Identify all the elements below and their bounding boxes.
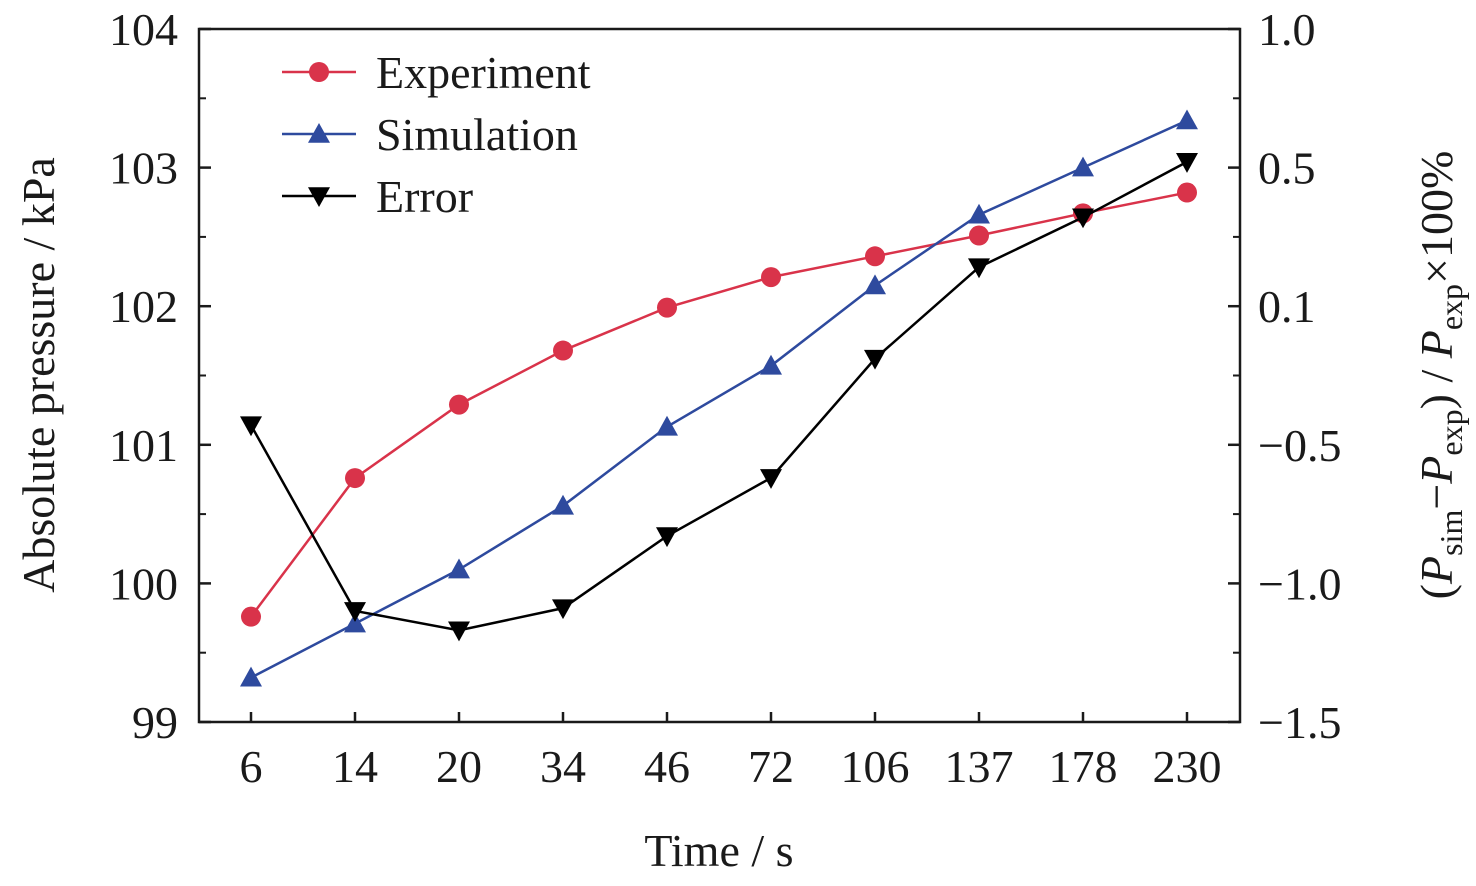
yr-part: ×100% — [1411, 151, 1462, 284]
error-point — [344, 602, 366, 622]
x-tick-label: 14 — [332, 741, 378, 792]
y-right-tick-label: 0.5 — [1258, 143, 1316, 194]
experiment-point — [345, 468, 365, 489]
x-tick-label: 72 — [748, 741, 794, 792]
simulation-point — [864, 274, 886, 295]
x-axis-label: Time / s — [644, 825, 793, 876]
legend: Experiment Simulation Error — [282, 47, 591, 222]
simulation-line — [250, 119, 1188, 679]
simulation-point — [344, 612, 366, 633]
error-point — [240, 416, 262, 437]
error-point — [1176, 153, 1198, 173]
legend-error-label: Error — [376, 171, 473, 222]
error-point — [448, 621, 470, 642]
yr-part: P — [1411, 456, 1462, 485]
experiment-point — [449, 394, 469, 415]
simulation-point — [968, 203, 990, 224]
legend-experiment-label: Experiment — [376, 47, 591, 98]
yr-part: P — [1411, 556, 1462, 585]
y-right-tick-label: 0.1 — [1258, 281, 1316, 332]
x-tick-label: 230 — [1153, 741, 1222, 792]
error-point — [552, 599, 574, 620]
y-axis-label: Absolute pressure / kPa — [13, 157, 64, 593]
yr-part: exp — [1433, 284, 1469, 330]
y-axis-right-label: (Psim−Pexp) / Pexp×100% — [1411, 151, 1469, 600]
experiment-point — [657, 297, 677, 318]
series-group — [240, 109, 1198, 687]
x-tick-label: 6 — [240, 741, 263, 792]
error-point — [656, 527, 678, 548]
simulation-point — [1176, 109, 1198, 130]
simulation-point — [448, 558, 470, 579]
yr-part: − — [1411, 484, 1462, 510]
legend-simulation-label: Simulation — [376, 109, 578, 160]
x-tick-label: 20 — [436, 741, 482, 792]
simulation-point — [552, 494, 574, 515]
x-tick-label: 106 — [841, 741, 910, 792]
yr-part: exp — [1433, 409, 1469, 455]
experiment-point — [761, 267, 781, 288]
y-tick-label: 99 — [132, 697, 178, 748]
error-point — [1072, 208, 1094, 229]
yr-part: ) / — [1411, 358, 1462, 409]
experiment-point — [865, 246, 885, 267]
y-right-tick-label: 1.0 — [1258, 4, 1316, 55]
legend-simulation-marker — [308, 123, 330, 143]
experiment-point — [241, 606, 261, 627]
x-tick-label: 46 — [644, 741, 690, 792]
axis-ticks: 99 −1.5 100 −1.0 101 −0.5 102 0.1 103 0.5 104 1.0 6 1… — [109, 4, 1341, 792]
simulation-point — [1072, 156, 1094, 177]
plot-frame — [197, 27, 1242, 724]
legend-error-marker — [308, 187, 330, 207]
y-tick-label: 104 — [109, 4, 178, 55]
yr-part: sim — [1433, 510, 1469, 556]
error-point — [760, 469, 782, 489]
y-tick-label: 103 — [109, 143, 178, 194]
yr-part: P — [1411, 330, 1462, 359]
yr-part: ( — [1411, 584, 1462, 599]
error-line — [249, 160, 1188, 632]
legend-experiment-marker — [309, 62, 329, 82]
error-point — [968, 258, 990, 279]
experiment-point — [553, 340, 573, 361]
y-tick-label: 102 — [109, 281, 178, 332]
x-tick-label: 34 — [540, 741, 586, 792]
error-point — [864, 349, 886, 370]
simulation-point — [760, 354, 782, 375]
simulation-point — [240, 666, 262, 687]
simulation-point — [656, 415, 678, 436]
x-tick-label: 178 — [1049, 741, 1118, 792]
experiment-point — [969, 225, 989, 246]
y-right-tick-label: −1.0 — [1258, 558, 1341, 609]
y-tick-label: 100 — [109, 558, 178, 609]
experiment-line — [250, 191, 1188, 618]
experiment-point — [1177, 182, 1197, 203]
y-tick-label: 101 — [109, 420, 178, 471]
y-right-tick-label: −0.5 — [1258, 420, 1341, 471]
x-tick-label: 137 — [945, 741, 1014, 792]
y-right-tick-label: −1.5 — [1258, 697, 1341, 748]
